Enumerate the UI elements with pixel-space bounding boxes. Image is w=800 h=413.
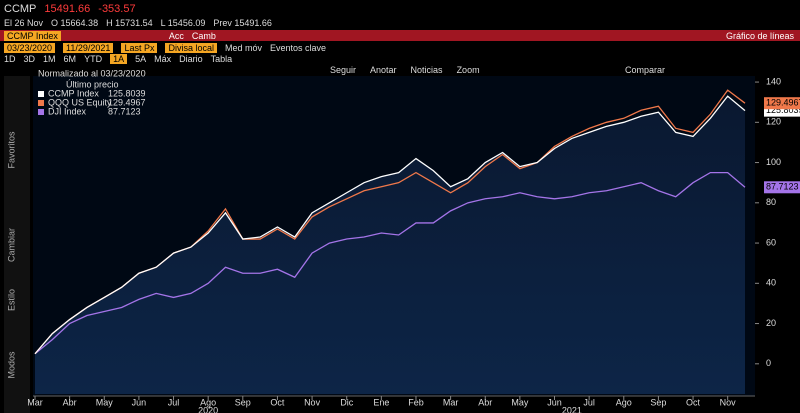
period[interactable]: 5A [135, 53, 147, 64]
side-label: Estilo [6, 289, 16, 311]
x-tick-label: Jul [583, 397, 595, 407]
y-tick-label: 80 [766, 197, 776, 207]
period[interactable]: 1D [4, 53, 16, 64]
x-group-label: 2020 [198, 405, 218, 413]
area [35, 96, 745, 395]
table-tab[interactable]: Tabla [210, 53, 233, 64]
legend-name: QQQ US Equity [48, 97, 112, 107]
line [34, 95, 746, 355]
legend-name: CCMP Index [48, 88, 99, 98]
x-tick-label: Abr [478, 397, 492, 407]
y-tick-label: 120 [766, 117, 781, 127]
settings-bar: 03/23/2020 11/29/2021 Last Px Divisa loc… [0, 42, 800, 53]
x-tick-label: Feb [408, 397, 424, 407]
tool[interactable]: Noticias [410, 64, 443, 75]
x-tick-label: Dic [340, 397, 353, 407]
legend-swatch [38, 109, 44, 115]
legend-value: 129.4967 [108, 97, 146, 107]
last-value-label: 87.7123 [766, 182, 799, 192]
y-tick-label: 0 [766, 358, 771, 368]
price: 15491.66 [44, 2, 91, 15]
x-tick-label: Sep [650, 397, 666, 407]
x-tick-label: Oct [270, 397, 285, 407]
change-menu[interactable]: Camb [191, 30, 216, 41]
moving-avg[interactable]: Med móv [224, 42, 262, 53]
currency[interactable]: Divisa local [165, 42, 217, 53]
y-tick-label: 140 [766, 76, 781, 86]
last-value-label: 125.8039 [766, 105, 800, 115]
y-tick-label: 20 [766, 318, 776, 328]
period[interactable]: YTD [84, 53, 103, 64]
security-bar: CCMP Index Acc Camb Gráfico de líneas [0, 30, 800, 41]
y-tick-label: 40 [766, 278, 776, 288]
tool[interactable]: Zoom [456, 64, 480, 75]
x-tick-label: Nov [304, 397, 321, 407]
period[interactable]: Máx [154, 53, 172, 64]
end-date[interactable]: 11/29/2021 [63, 42, 114, 53]
y-tick-label: 60 [766, 237, 776, 247]
period-bar: 1D 3D 1M 6M YTD 1A 5A Máx Diario Tabla [0, 53, 800, 64]
x-tick-label: Ago [616, 397, 632, 407]
x-tick-label: Sep [235, 397, 251, 407]
security[interactable]: CCMP Index [4, 30, 61, 41]
x-tick-label: Nov [720, 397, 737, 407]
field[interactable]: Last Px [121, 42, 158, 53]
legend-value: 87.7123 [108, 106, 141, 116]
quote-item: El 26 Nov [4, 17, 44, 28]
x-tick-label: Jun [547, 397, 562, 407]
quote-item: H 15731.54 [106, 17, 153, 28]
side-toolbar [4, 76, 30, 413]
side-label: Cambiar [6, 228, 16, 262]
x-tick-label: Abr [63, 397, 77, 407]
tool[interactable]: Anotar [370, 64, 397, 75]
period[interactable]: 3D [23, 53, 36, 64]
x-tick-label: May [96, 397, 114, 407]
legend-swatch [38, 100, 44, 106]
legend-name: DJI Index [48, 106, 87, 116]
legend-swatch [38, 91, 44, 97]
legend-sub: Último precio [66, 79, 119, 89]
chart-kind: Gráfico de líneas [725, 30, 794, 41]
line [34, 171, 746, 355]
legend-value: 125.8039 [108, 88, 146, 98]
period[interactable]: 1M [43, 53, 56, 64]
x-tick-label: Jun [132, 397, 147, 407]
tool[interactable]: Seguir [330, 64, 357, 75]
quote-item: O 15664.38 [51, 17, 99, 28]
period[interactable]: Diario [179, 53, 203, 64]
change: -353.57 [98, 2, 136, 15]
last-value-tag [764, 97, 800, 110]
last-value-tag [764, 181, 800, 194]
quote-bar: CCMP 15491.66 -353.57 [0, 2, 800, 15]
x-tick-label: Ene [373, 397, 389, 407]
x-tick-label: Mar [443, 397, 459, 407]
period[interactable]: 1A [110, 53, 128, 64]
x-tick-label: Mar [27, 397, 43, 407]
last-value-label: 129.4967 [766, 98, 800, 108]
quote-details: El 26 Nov O 15664.38 H 15731.54 L 15456.09 P… [0, 17, 800, 28]
y-tick-label: 100 [766, 157, 781, 167]
start-date[interactable]: 03/23/2020 [4, 42, 56, 53]
x-tick-label: Jul [168, 397, 180, 407]
quote-item: L 15456.09 [160, 17, 206, 28]
quote-item: Prev 15491.66 [213, 17, 272, 28]
tool-bar: Comparar Seguir Anotar Noticias Zoom [0, 64, 800, 75]
ticker: CCMP [4, 2, 37, 15]
x-tick-label: Ago [200, 397, 216, 407]
events[interactable]: Eventos clave [269, 42, 327, 53]
side-label: Modos [6, 351, 16, 379]
x-tick-label: May [511, 397, 529, 407]
x-group-label: 2021 [562, 405, 582, 413]
side-label: Favoritos [6, 131, 16, 169]
period[interactable]: 6M [63, 53, 77, 64]
legend-title: Normalizado al 03/23/2020 [38, 68, 146, 78]
actions[interactable]: Acc [168, 30, 184, 41]
x-tick-label: Oct [686, 397, 701, 407]
compare[interactable]: Comparar [625, 64, 666, 75]
